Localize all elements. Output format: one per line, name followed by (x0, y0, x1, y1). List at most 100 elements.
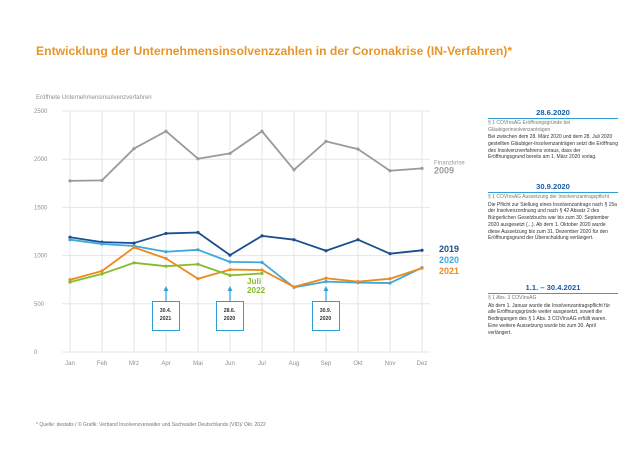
data-point (228, 260, 232, 264)
data-point (68, 179, 72, 183)
chart-title: Entwicklung der Unternehmensinsolvenzzah… (36, 44, 513, 58)
series-label: Juli 2022 (247, 277, 266, 295)
series-label-line: 2022 (247, 286, 266, 295)
y-tick-label: 1000 (34, 254, 48, 260)
data-point (68, 278, 72, 282)
x-tick-label: Feb (97, 361, 108, 367)
info-panel-1: 28.6.2020 § 1 COVInsAG Eröffnungsgründe … (488, 108, 618, 161)
data-point (68, 238, 72, 242)
series-label: 2020 (439, 255, 459, 265)
x-tick-label: Jul (258, 361, 266, 367)
x-tick-label: Dez (417, 361, 428, 367)
info-panel-text: Ab dem 1. Januar wurde die Insolvenzantr… (488, 302, 611, 336)
series-label: 2019 (439, 244, 459, 254)
data-point (356, 238, 360, 242)
data-point (420, 166, 424, 170)
data-point (388, 277, 392, 281)
data-point (388, 169, 392, 173)
data-point (260, 129, 264, 133)
data-point (100, 178, 104, 183)
data-point (68, 280, 72, 284)
info-panel-subheading: § 1 Abs. 3 COVInsAG (488, 295, 537, 301)
series (68, 129, 424, 290)
data-point (356, 147, 360, 151)
footnote: * Quelle: destatis / © Grafik: Verband I… (36, 422, 266, 428)
x-tick-label: Sep (321, 361, 332, 367)
y-tick-label: 2500 (34, 109, 48, 115)
data-point (324, 249, 328, 253)
data-point (164, 250, 168, 254)
data-point (292, 168, 296, 172)
info-panel-subheading: § 1 COVInsAG Eröffnungsgründe bei Gläubi… (488, 120, 571, 133)
data-point (260, 234, 264, 238)
data-point (324, 280, 328, 284)
annotation-box: 30.4. 2021 (151, 301, 180, 331)
data-point (228, 151, 232, 156)
data-point (260, 271, 264, 276)
info-panel-heading: 1.1. – 30.4.2021 (488, 283, 618, 294)
labels: 0 500 1000 1500 2000 2500 Jan Feb Mrz Apr Mai Jun Ju… (34, 109, 465, 367)
annotation-arrow-head (227, 286, 233, 291)
data-point (132, 261, 136, 265)
data-point (228, 273, 232, 277)
x-tick-label: Okt (353, 361, 363, 367)
data-point (228, 267, 232, 272)
info-panel-heading: 28.6.2020 (488, 108, 618, 119)
data-point (420, 248, 424, 252)
info-panel-2: 30.9.2020 § 1 COVInsAG Aussetzung der In… (488, 182, 618, 242)
data-point (324, 139, 328, 143)
y-tick-label: 0 (34, 350, 38, 356)
data-point (388, 252, 392, 256)
info-panel-text: Die Pflicht zur Stellung eines Insolvenz… (488, 201, 617, 242)
data-point (260, 268, 264, 272)
annotation-box: 30.9. 2020 (311, 301, 340, 331)
data-point (388, 281, 392, 285)
y-tick-label: 500 (34, 302, 45, 308)
data-point (196, 248, 200, 252)
data-point (292, 238, 296, 242)
y-tick-label: 2000 (34, 157, 48, 163)
x-tick-label: Aug (289, 361, 300, 367)
series-line (69, 238, 423, 289)
x-tick-label: Jan (65, 361, 75, 367)
x-tick-label: Jun (225, 361, 235, 367)
data-point (164, 231, 168, 236)
info-panel-subheading: § 1 COVInsAG Aussetzung der Insolvenzant… (488, 194, 610, 200)
series-label-line: 2009 (434, 165, 454, 175)
x-tick-label: Apr (161, 361, 170, 367)
y-tick-label: 1500 (34, 205, 48, 211)
series-line (69, 231, 423, 257)
series-line (69, 246, 423, 288)
info-panel-3: 1.1. – 30.4.2021 § 1 Abs. 3 COVInsAG Ab … (488, 283, 618, 336)
data-point (68, 235, 72, 239)
data-point (196, 230, 200, 235)
data-point (132, 241, 136, 245)
data-point (292, 285, 296, 289)
info-panel-heading: 30.9.2020 (488, 182, 618, 193)
x-tick-label: Mai (193, 361, 203, 367)
x-tick-label: Nov (385, 361, 396, 367)
series-label-line: Finanzkrise (434, 160, 465, 166)
chart-subtitle: Eröffnete Unternehmensinsolvenzverfahren (36, 95, 152, 101)
data-point (164, 256, 168, 261)
data-point (324, 276, 328, 280)
data-point (100, 272, 104, 276)
data-point (420, 266, 424, 270)
annotation-arrow-head (163, 286, 169, 291)
data-point (196, 277, 200, 281)
annotation-lines (163, 286, 329, 302)
x-tick-label: Mrz (129, 361, 139, 367)
series-line (69, 130, 423, 182)
info-panel-text: Bei zwischen dem 28. März 2020 und dem 2… (488, 134, 618, 161)
data-point (196, 262, 200, 266)
series-label-line: Juli (247, 277, 261, 286)
data-point (100, 242, 104, 246)
data-point (164, 264, 168, 268)
data-point (228, 253, 232, 257)
data-point (132, 245, 136, 250)
data-point (356, 280, 360, 284)
data-point (164, 129, 168, 133)
annotation-arrow-head (323, 286, 329, 291)
series-label: Finanzkrise 2009 (434, 160, 465, 175)
